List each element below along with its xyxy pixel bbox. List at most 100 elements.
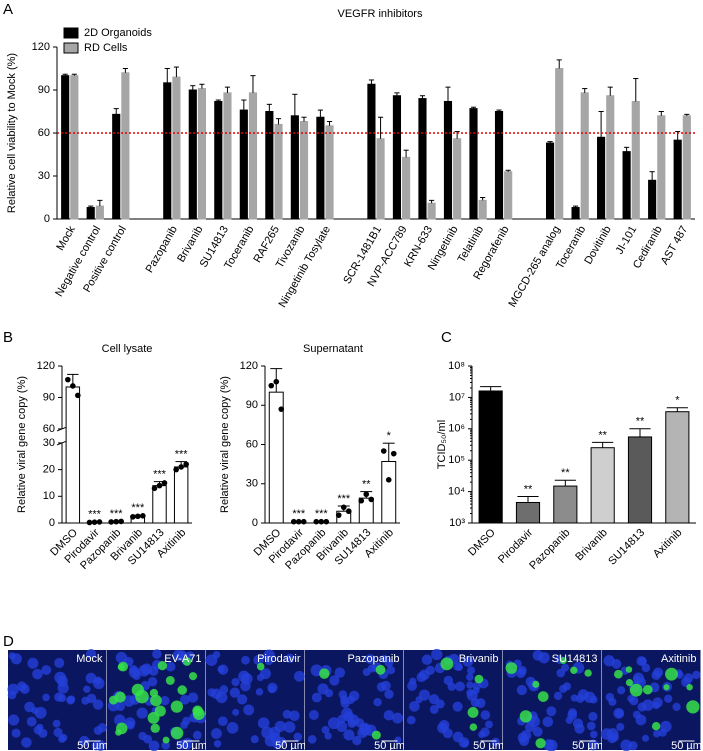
nucleus <box>85 672 97 684</box>
nucleus <box>283 721 296 733</box>
significance: ** <box>524 483 533 495</box>
nucleus <box>340 698 350 708</box>
nucleus <box>256 673 264 682</box>
nucleus <box>26 716 37 727</box>
nucleus <box>617 686 626 695</box>
infected-cell <box>188 672 198 681</box>
infected-cell <box>165 675 175 685</box>
nucleus <box>336 721 348 733</box>
y-tick-label: 10⁷ <box>449 391 465 403</box>
nucleus <box>95 740 107 751</box>
bar <box>515 501 541 524</box>
y-tick-label: 60 <box>38 127 50 139</box>
scale-bar-label: 50 µm <box>572 740 603 751</box>
data-point <box>363 491 370 498</box>
error-bar <box>122 68 128 73</box>
error-bar <box>633 78 639 102</box>
nucleus <box>311 692 322 703</box>
data-point <box>290 518 297 525</box>
infected-cell <box>177 685 187 695</box>
bar <box>376 138 385 220</box>
nucleus <box>532 650 544 661</box>
y-tick-label: 60 <box>43 423 55 435</box>
nucleus <box>41 665 52 675</box>
nucleus <box>229 687 241 698</box>
error-bar <box>88 205 94 208</box>
nucleus <box>338 690 348 699</box>
data-point <box>70 383 76 389</box>
nucleus <box>86 693 97 704</box>
infected-cell <box>115 729 122 736</box>
nucleus <box>217 716 228 727</box>
nucleus <box>384 689 394 699</box>
infected-cell <box>135 689 149 704</box>
data-point <box>135 513 141 520</box>
data-point <box>278 406 285 412</box>
nucleus <box>238 670 250 683</box>
infected-cell <box>375 664 386 675</box>
error-bar <box>368 79 374 85</box>
bar <box>197 88 207 220</box>
nucleus <box>652 701 660 710</box>
nucleus <box>58 693 67 703</box>
nucleus <box>16 681 27 692</box>
bar <box>590 447 615 524</box>
nucleus <box>636 656 647 667</box>
nucleus <box>376 682 387 692</box>
error-bar <box>275 118 282 125</box>
nucleus <box>85 648 97 660</box>
nucleus <box>516 684 528 696</box>
bar <box>173 466 189 524</box>
infected-cell <box>256 662 265 671</box>
micrograph: Mock 50 µm <box>7 648 108 751</box>
nucleus <box>67 695 76 704</box>
infected-cell <box>192 705 203 717</box>
bar <box>682 115 691 220</box>
error-bar <box>382 442 395 462</box>
error-bar <box>505 169 511 172</box>
error-bar <box>266 103 272 112</box>
infected-cell <box>469 723 478 731</box>
error-bar <box>250 75 256 93</box>
bar <box>622 151 631 220</box>
nucleus <box>458 737 470 748</box>
nucleus <box>11 728 21 738</box>
data-point <box>173 466 179 473</box>
data-point <box>140 512 146 519</box>
error-bar <box>164 68 170 83</box>
nucleus <box>138 665 150 677</box>
error-bar <box>573 205 579 208</box>
bar <box>665 411 690 524</box>
significance: ** <box>561 467 570 479</box>
nucleus <box>179 694 190 705</box>
bar <box>223 92 232 220</box>
nucleus <box>692 670 701 680</box>
significance: *** <box>153 469 167 481</box>
nucleus <box>641 663 651 673</box>
nucleus <box>409 701 420 712</box>
nucleus <box>386 666 396 675</box>
error-bar <box>378 116 384 139</box>
y-tick-label: 20 <box>43 464 55 476</box>
nucleus <box>267 682 278 693</box>
nucleus <box>491 737 500 747</box>
nucleus <box>321 725 330 734</box>
nucleus <box>532 726 543 737</box>
nucleus <box>373 698 382 707</box>
infected-cell <box>157 660 168 671</box>
y-axis-label: Relative cell viability to Mock (%) <box>6 53 18 213</box>
nucleus <box>215 691 228 704</box>
y-tick-label: 10⁵ <box>448 454 465 466</box>
data-point <box>345 508 352 515</box>
nucleus <box>237 694 248 705</box>
bar <box>70 75 79 220</box>
data-point <box>108 519 114 525</box>
micrograph: EV-A71 50 µm <box>107 649 207 751</box>
nucleus <box>653 729 661 738</box>
data-point <box>295 518 302 525</box>
infected-cell <box>182 657 192 666</box>
y-tick-label: 0 <box>252 517 258 529</box>
error-bar <box>517 495 539 503</box>
nucleus <box>348 690 360 702</box>
bar <box>657 115 666 220</box>
